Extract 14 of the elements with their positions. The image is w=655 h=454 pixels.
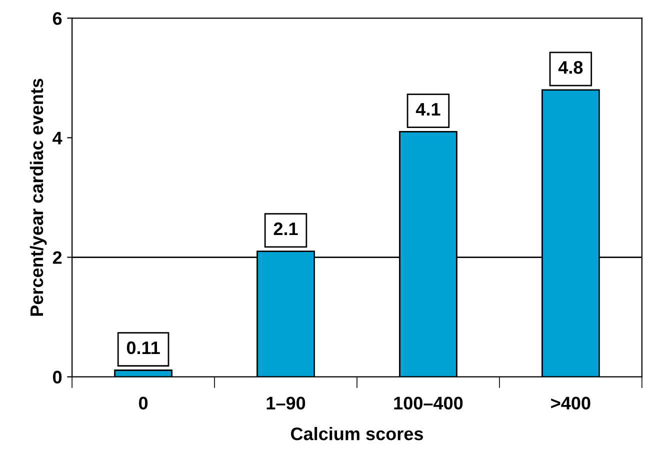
x-tick-label: 1–90 xyxy=(266,396,306,410)
data-label: 2.1 xyxy=(274,222,298,236)
x-tick-label: >400 xyxy=(551,396,590,410)
x-tick-label: 100–400 xyxy=(394,396,463,410)
y-tick-label: 4 xyxy=(52,132,62,144)
y-axis-title: Percent/year cardiac events xyxy=(30,78,47,316)
data-label: 4.1 xyxy=(416,103,440,116)
y-tick-label: 6 xyxy=(52,12,62,25)
x-axis-title: Calcium scores xyxy=(290,426,423,440)
data-label: 0.11 xyxy=(126,341,160,354)
y-tick-label: 0 xyxy=(53,370,62,384)
x-tick-label: 0 xyxy=(138,396,148,410)
data-label: 4.8 xyxy=(558,61,583,74)
y-tick-label: 2 xyxy=(52,251,62,264)
